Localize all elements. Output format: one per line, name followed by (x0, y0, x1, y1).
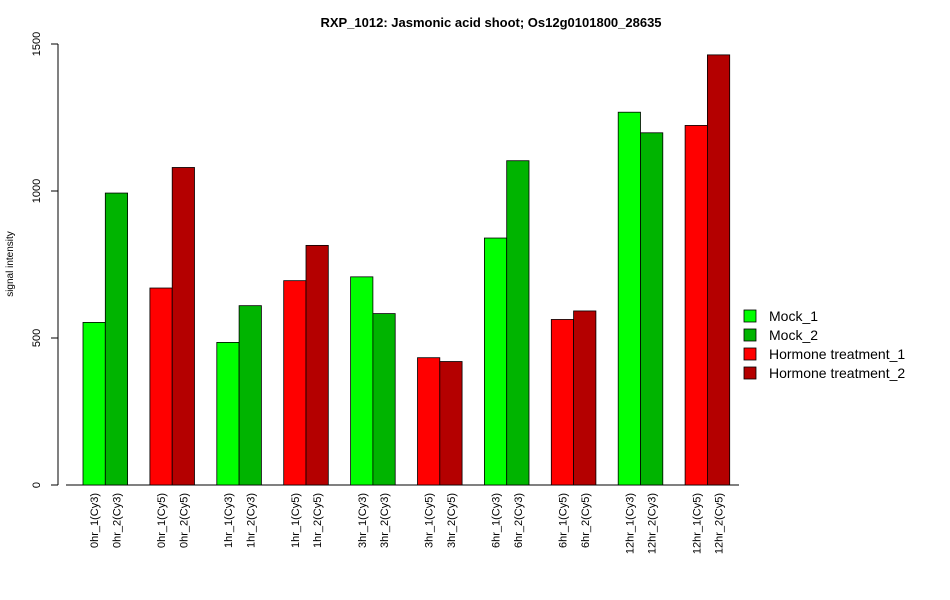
y-tick-label: 500 (31, 329, 43, 347)
y-axis: 0 500 1000 1500 (31, 32, 59, 488)
x-tick-label: 3hr_2(Cy5) (446, 493, 458, 548)
bar (550, 319, 574, 486)
y-tick-label: 1000 (31, 179, 43, 203)
x-tick-label: 3hr_2(Cy3) (379, 493, 391, 548)
x-tick-label: 3hr_1(Cy5) (424, 493, 436, 548)
bar (216, 342, 240, 486)
legend-label: Hormone treatment_2 (769, 365, 905, 381)
legend-label: Mock_1 (769, 308, 818, 324)
x-tick-label: 6hr_1(Cy3) (491, 493, 503, 548)
bar (149, 287, 173, 486)
bar (573, 310, 597, 486)
bar (238, 305, 262, 486)
bar (439, 361, 463, 486)
x-tick-label: 0hr_1(Cy5) (156, 493, 168, 548)
x-tick-label: 1hr_1(Cy5) (290, 493, 302, 548)
x-tick-label: 0hr_2(Cy3) (111, 493, 123, 548)
x-tick-label: 6hr_2(Cy5) (580, 493, 592, 548)
x-tick-label: 1hr_2(Cy3) (245, 493, 257, 548)
bar (417, 357, 441, 486)
bar (372, 313, 396, 486)
x-tick-labels: 0hr_1(Cy3) 0hr_2(Cy3) 0hr_1(Cy5) 0hr_2(Cy5)… (89, 493, 725, 554)
legend-swatch (743, 347, 757, 361)
y-axis-label: signal intensity (5, 231, 16, 297)
x-tick-label: 12hr_1(Cy5) (691, 493, 703, 554)
x-tick-label: 6hr_1(Cy5) (557, 493, 569, 548)
bar (305, 244, 329, 486)
x-tick-label: 12hr_1(Cy3) (624, 493, 636, 554)
chart-title: RXP_1012: Jasmonic acid shoot; Os12g0101… (320, 15, 661, 30)
bar (350, 276, 374, 486)
bar (483, 237, 508, 486)
x-tick-label: 0hr_1(Cy3) (89, 493, 101, 548)
bar (684, 125, 708, 486)
bar (617, 111, 641, 486)
x-tick-label: 3hr_1(Cy3) (357, 493, 369, 548)
legend-label: Hormone treatment_1 (769, 346, 905, 362)
bar (283, 280, 307, 486)
y-tick-label: 1500 (31, 32, 43, 56)
bar (707, 54, 731, 486)
x-tick-label: 6hr_2(Cy3) (513, 493, 525, 548)
legend-swatch (743, 328, 757, 342)
bar (506, 160, 530, 486)
legend: Mock_1 Mock_2 Hormone treatment_1 Hormone t… (743, 308, 905, 381)
x-tick-label: 1hr_2(Cy5) (312, 493, 324, 548)
x-tick-label: 12hr_2(Cy5) (714, 493, 726, 554)
bar (171, 167, 195, 486)
legend-label: Mock_2 (769, 327, 818, 343)
legend-swatch (743, 309, 757, 323)
bar (640, 132, 664, 486)
bar (82, 322, 106, 486)
x-tick-label: 0hr_2(Cy5) (178, 493, 190, 548)
bars-group (82, 54, 731, 486)
legend-swatch (743, 366, 757, 380)
x-tick-label: 1hr_1(Cy3) (223, 493, 235, 548)
y-tick-label: 0 (31, 482, 43, 488)
bar (104, 192, 129, 486)
x-tick-label: 12hr_2(Cy3) (647, 493, 659, 554)
